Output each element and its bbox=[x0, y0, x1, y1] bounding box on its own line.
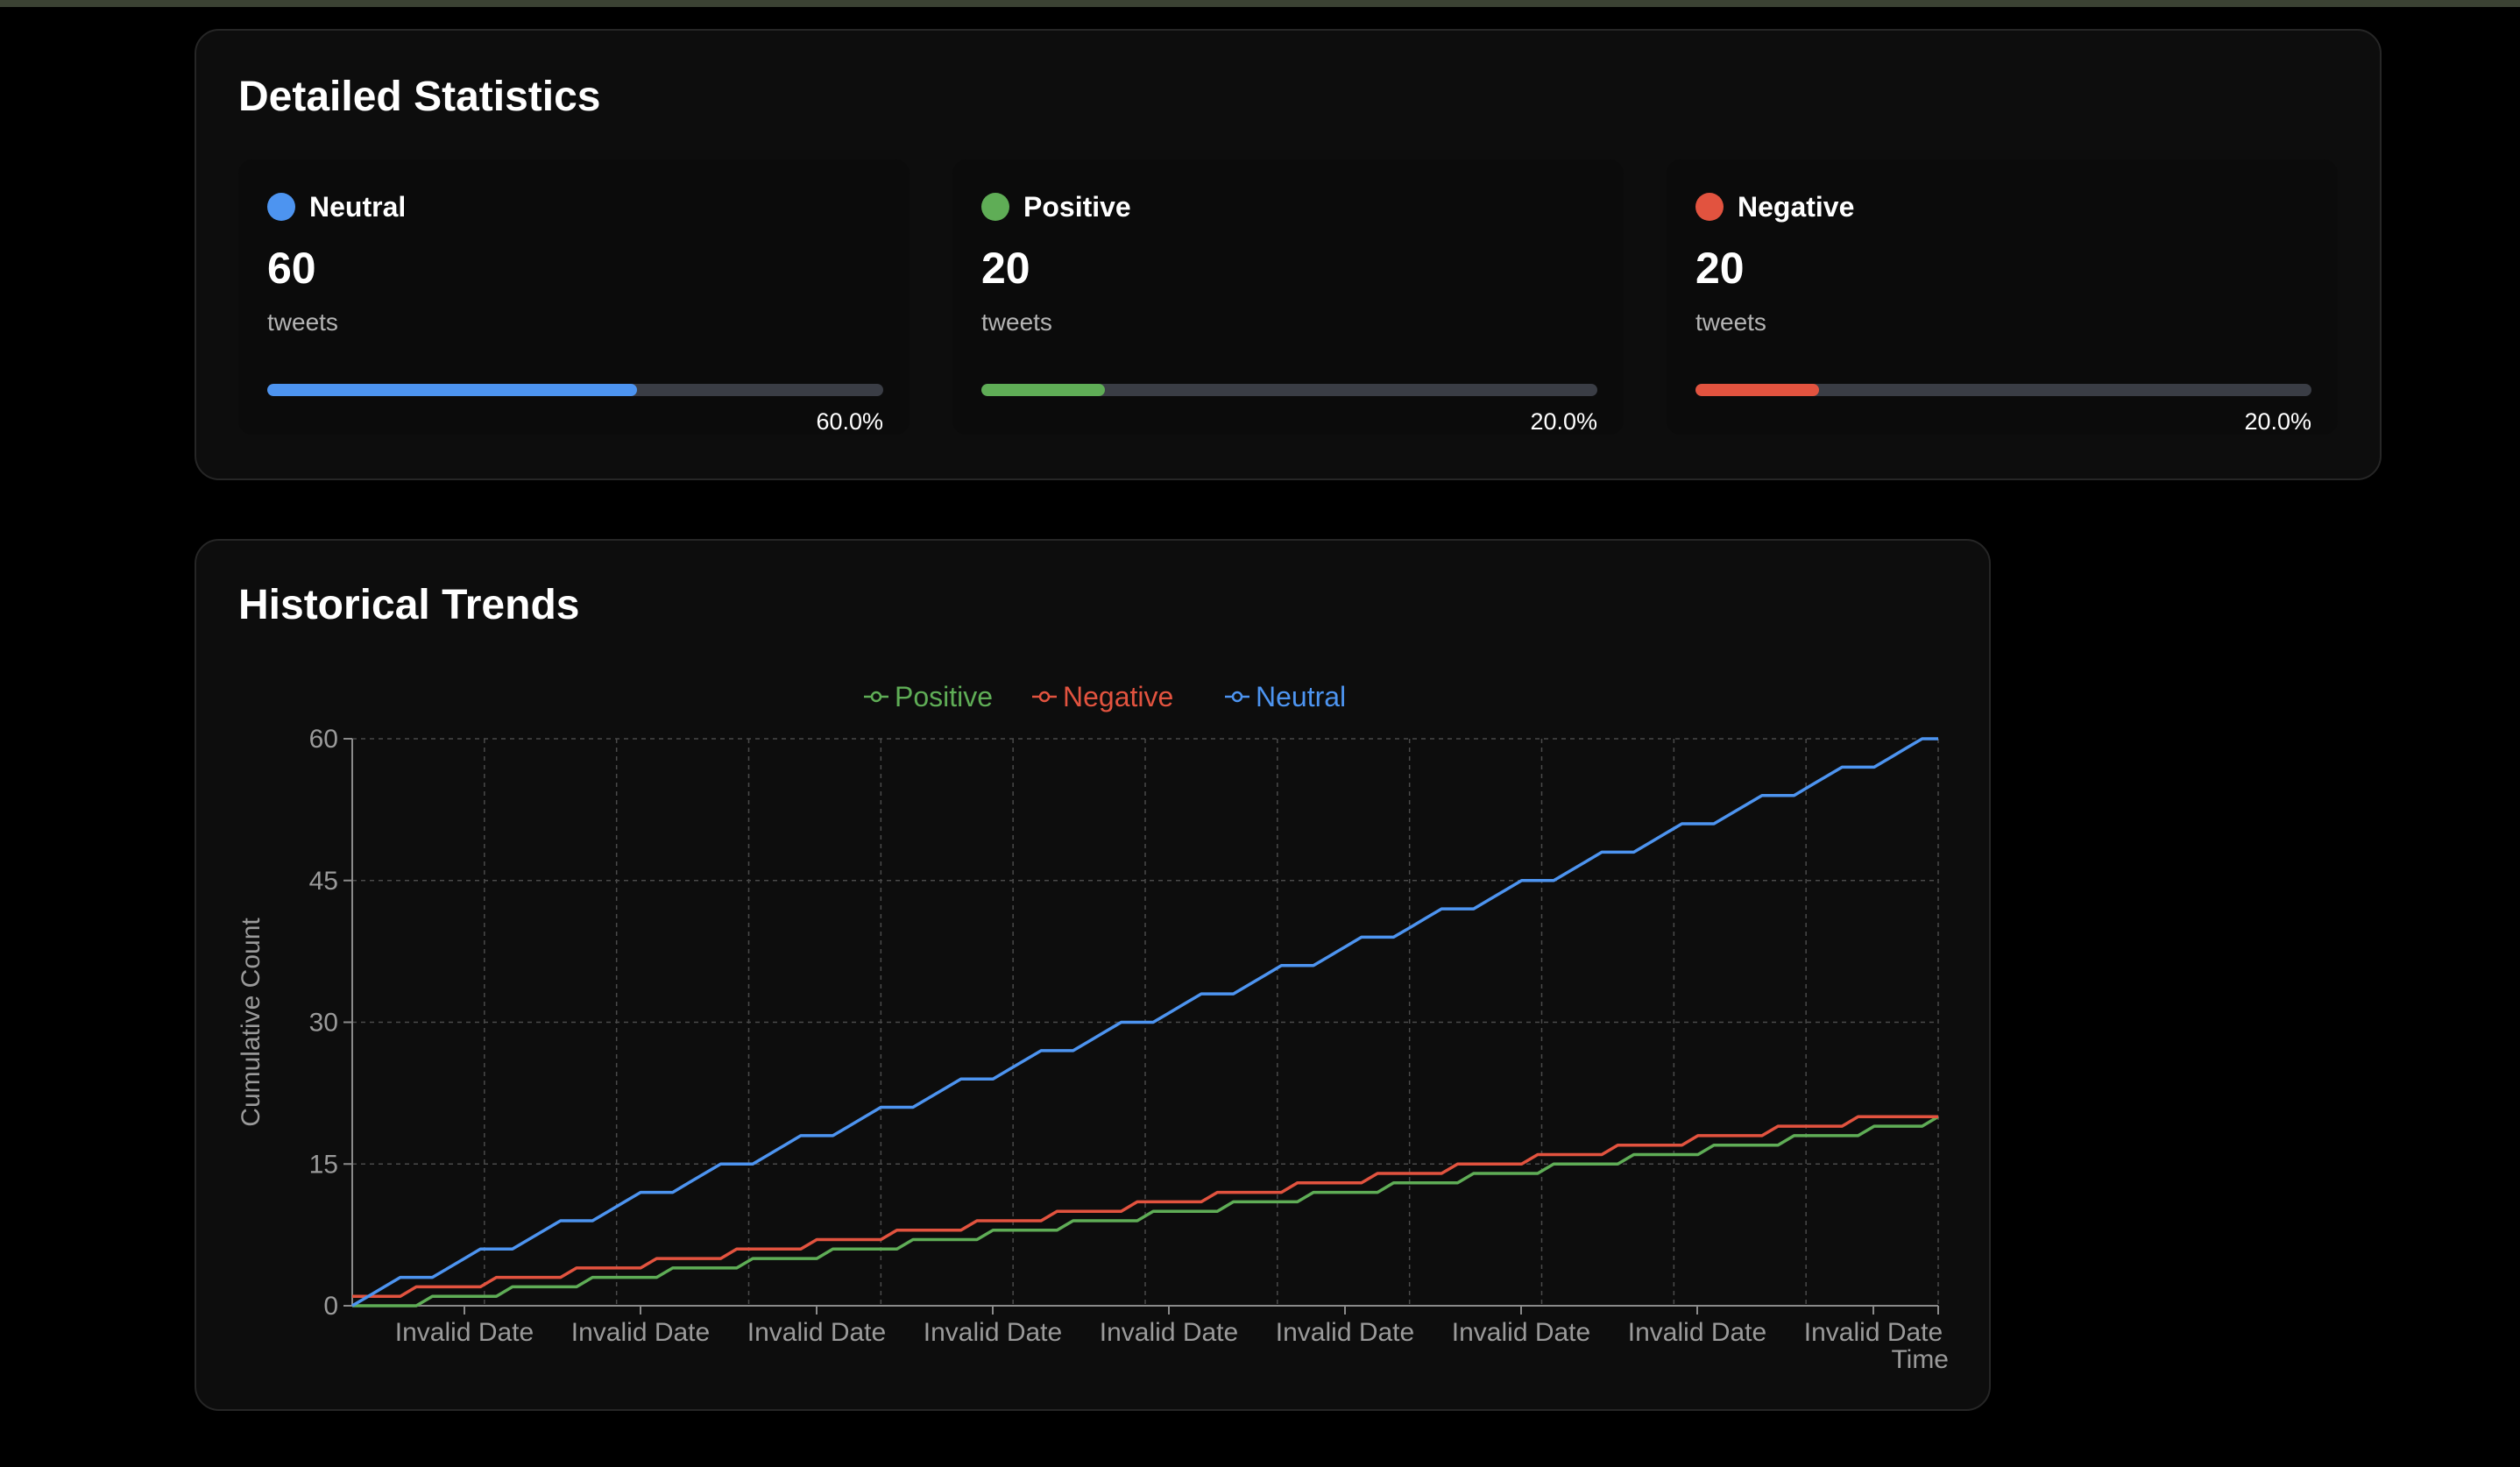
stat-card-count: 20 bbox=[1695, 244, 1745, 293]
x-tick-label: Invalid Date bbox=[1452, 1318, 1590, 1347]
panel-title: Historical Trends bbox=[238, 582, 580, 628]
legend-item-neutral: Neutral bbox=[1225, 681, 1346, 712]
progress-fill bbox=[267, 384, 637, 396]
historical-trends-panel: Historical Trends 0 15 30 45 60 Invalid Date I… bbox=[195, 539, 1991, 1411]
positive-dot-icon bbox=[981, 193, 1009, 221]
stat-card-unit: tweets bbox=[981, 308, 1052, 336]
stat-card-neutral: Neutral 60 tweets 60.0% bbox=[238, 159, 910, 435]
stat-card-label: Negative bbox=[1738, 190, 1855, 223]
y-tick-label: 30 bbox=[309, 1009, 338, 1038]
series-line-positive bbox=[352, 1115, 1939, 1308]
x-axis-title: Time bbox=[1891, 1345, 1949, 1374]
y-tick-label: 45 bbox=[309, 867, 338, 896]
progress-track bbox=[981, 384, 1597, 396]
x-tick-label: Invalid Date bbox=[1100, 1318, 1238, 1347]
stat-card-count: 60 bbox=[267, 244, 316, 293]
x-tick-label: Invalid Date bbox=[1628, 1318, 1766, 1347]
legend-marker-icon bbox=[1038, 691, 1051, 703]
progress-track bbox=[1695, 384, 2311, 396]
legend-label: Positive bbox=[895, 681, 993, 712]
stat-card-percent: 60.0% bbox=[816, 408, 883, 435]
stat-card-label: Positive bbox=[1023, 190, 1131, 223]
stat-card-percent: 20.0% bbox=[1530, 408, 1597, 435]
x-tick-label: Invalid Date bbox=[1276, 1318, 1414, 1347]
legend-item-negative: Negative bbox=[1032, 681, 1173, 712]
series-line-neutral bbox=[351, 737, 1938, 1308]
stat-card-positive: Positive 20 tweets 20.0% bbox=[952, 159, 1624, 435]
legend-marker-icon bbox=[1231, 691, 1243, 703]
neutral-dot-icon bbox=[267, 193, 295, 221]
x-tick-label: Invalid Date bbox=[1804, 1318, 1943, 1347]
panel-title: Detailed Statistics bbox=[238, 74, 601, 120]
trend-line-chart: 0 15 30 45 60 Invalid Date Invalid Date Invalid… bbox=[237, 681, 1949, 1374]
legend-item-positive: Positive bbox=[864, 681, 993, 712]
top-border-strip bbox=[0, 0, 2520, 7]
progress-track bbox=[267, 384, 883, 396]
x-tick-label: Invalid Date bbox=[571, 1318, 710, 1347]
stat-card-unit: tweets bbox=[267, 308, 338, 336]
x-tick-label: Invalid Date bbox=[395, 1318, 534, 1347]
y-tick-label: 60 bbox=[309, 725, 338, 754]
legend-marker-icon bbox=[870, 691, 882, 703]
stat-card-unit: tweets bbox=[1695, 308, 1766, 336]
progress-fill bbox=[981, 384, 1105, 396]
legend-label: Negative bbox=[1063, 681, 1173, 712]
progress-fill bbox=[1695, 384, 1819, 396]
x-tick-label: Invalid Date bbox=[747, 1318, 886, 1347]
negative-dot-icon bbox=[1695, 193, 1724, 221]
detailed-statistics-panel: Detailed Statistics Neutral 60 tweets 60… bbox=[195, 29, 2382, 480]
stat-card-label: Neutral bbox=[309, 190, 407, 223]
stat-card-negative: Negative 20 tweets 20.0% bbox=[1667, 159, 2338, 435]
y-tick-label: 15 bbox=[309, 1150, 338, 1179]
stat-card-percent: 20.0% bbox=[2244, 408, 2311, 435]
y-tick-label: 0 bbox=[323, 1292, 338, 1321]
x-tick-label: Invalid Date bbox=[924, 1318, 1062, 1347]
stat-card-count: 20 bbox=[981, 244, 1030, 293]
y-axis-title: Cumulative Count bbox=[237, 918, 265, 1127]
legend-label: Neutral bbox=[1256, 681, 1346, 712]
series-line-negative bbox=[352, 1115, 1938, 1298]
